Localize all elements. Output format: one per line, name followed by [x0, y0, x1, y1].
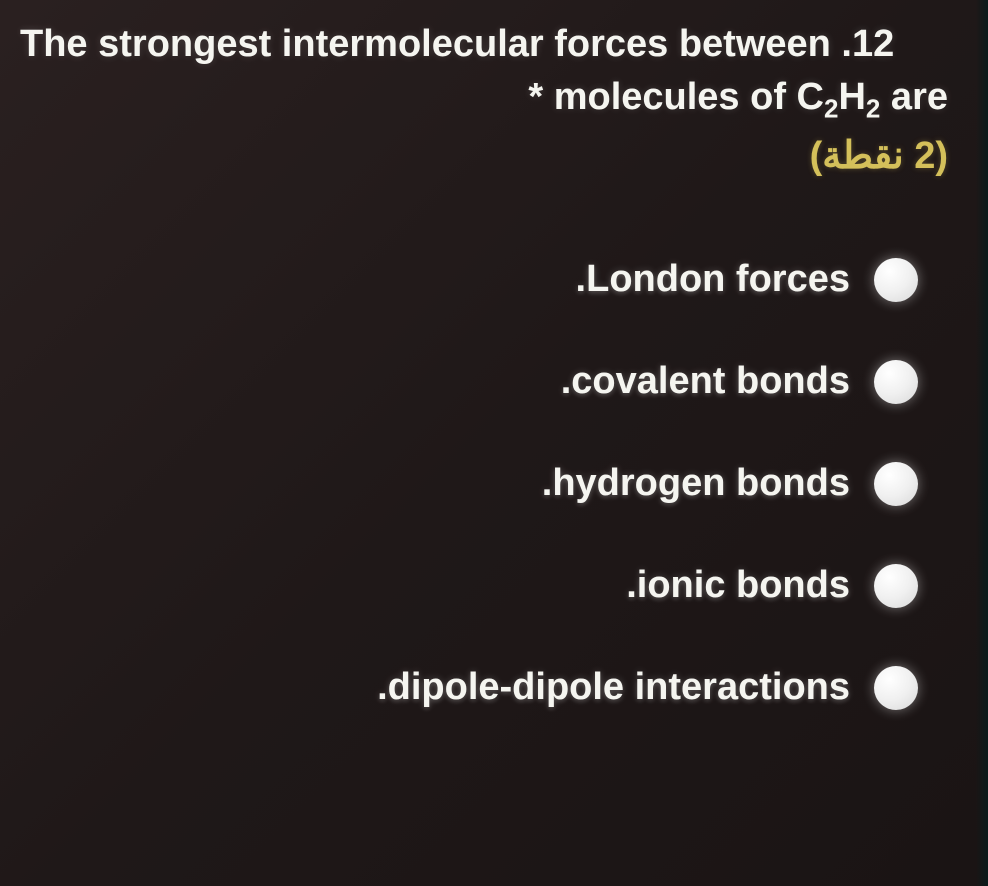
- question-sub1: 2: [824, 94, 838, 124]
- option-covalent-bonds[interactable]: .covalent bonds: [20, 360, 918, 404]
- question-sub2: 2: [866, 94, 880, 124]
- radio-icon[interactable]: [874, 360, 918, 404]
- points-label: (2 نقطة): [20, 133, 948, 178]
- option-label: .dipole-dipole interactions: [377, 666, 850, 709]
- option-dipole-dipole[interactable]: .dipole-dipole interactions: [20, 666, 918, 710]
- question-mid: H: [838, 76, 865, 118]
- radio-icon[interactable]: [874, 564, 918, 608]
- option-label: .hydrogen bonds: [542, 462, 850, 505]
- option-hydrogen-bonds[interactable]: .hydrogen bonds: [20, 462, 918, 506]
- option-label: .covalent bonds: [561, 360, 850, 403]
- radio-icon[interactable]: [874, 258, 918, 302]
- screen-edge: [976, 0, 988, 886]
- question-text-line1: The strongest intermolecular forces betw…: [20, 20, 948, 69]
- option-london-forces[interactable]: .London forces: [20, 258, 918, 302]
- radio-icon[interactable]: [874, 666, 918, 710]
- question-header: The strongest intermolecular forces betw…: [20, 20, 948, 178]
- option-ionic-bonds[interactable]: .ionic bonds: [20, 564, 918, 608]
- quiz-container: The strongest intermolecular forces betw…: [0, 0, 988, 886]
- option-label: .London forces: [576, 258, 850, 301]
- radio-icon[interactable]: [874, 462, 918, 506]
- question-suffix: are: [880, 76, 948, 118]
- options-list: .London forces .covalent bonds .hydrogen…: [20, 258, 948, 710]
- question-prefix: * molecules of C: [528, 76, 824, 118]
- option-label: .ionic bonds: [626, 564, 850, 607]
- question-text-line2: * molecules of C2H2 are: [20, 73, 948, 126]
